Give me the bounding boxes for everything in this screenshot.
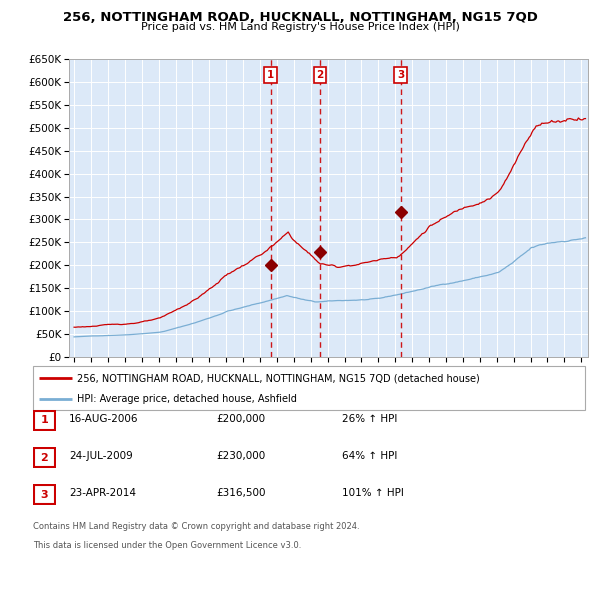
Text: 101% ↑ HPI: 101% ↑ HPI bbox=[342, 489, 404, 498]
Text: 1: 1 bbox=[41, 415, 48, 425]
Text: 24-JUL-2009: 24-JUL-2009 bbox=[69, 451, 133, 461]
Text: 256, NOTTINGHAM ROAD, HUCKNALL, NOTTINGHAM, NG15 7QD: 256, NOTTINGHAM ROAD, HUCKNALL, NOTTINGH… bbox=[62, 11, 538, 24]
Text: £316,500: £316,500 bbox=[216, 489, 265, 498]
Text: 2: 2 bbox=[41, 453, 48, 463]
Text: 26% ↑ HPI: 26% ↑ HPI bbox=[342, 414, 397, 424]
Text: £200,000: £200,000 bbox=[216, 414, 265, 424]
Text: This data is licensed under the Open Government Licence v3.0.: This data is licensed under the Open Gov… bbox=[33, 541, 301, 550]
Text: £230,000: £230,000 bbox=[216, 451, 265, 461]
FancyBboxPatch shape bbox=[33, 366, 585, 410]
Text: 64% ↑ HPI: 64% ↑ HPI bbox=[342, 451, 397, 461]
Text: 256, NOTTINGHAM ROAD, HUCKNALL, NOTTINGHAM, NG15 7QD (detached house): 256, NOTTINGHAM ROAD, HUCKNALL, NOTTINGH… bbox=[77, 373, 480, 383]
Text: 16-AUG-2006: 16-AUG-2006 bbox=[69, 414, 139, 424]
Text: Contains HM Land Registry data © Crown copyright and database right 2024.: Contains HM Land Registry data © Crown c… bbox=[33, 522, 359, 531]
Text: HPI: Average price, detached house, Ashfield: HPI: Average price, detached house, Ashf… bbox=[77, 394, 297, 404]
Text: 3: 3 bbox=[397, 70, 404, 80]
Text: 3: 3 bbox=[41, 490, 48, 500]
Text: 1: 1 bbox=[267, 70, 274, 80]
Text: 23-APR-2014: 23-APR-2014 bbox=[69, 489, 136, 498]
Text: 2: 2 bbox=[317, 70, 324, 80]
Text: Price paid vs. HM Land Registry's House Price Index (HPI): Price paid vs. HM Land Registry's House … bbox=[140, 22, 460, 32]
